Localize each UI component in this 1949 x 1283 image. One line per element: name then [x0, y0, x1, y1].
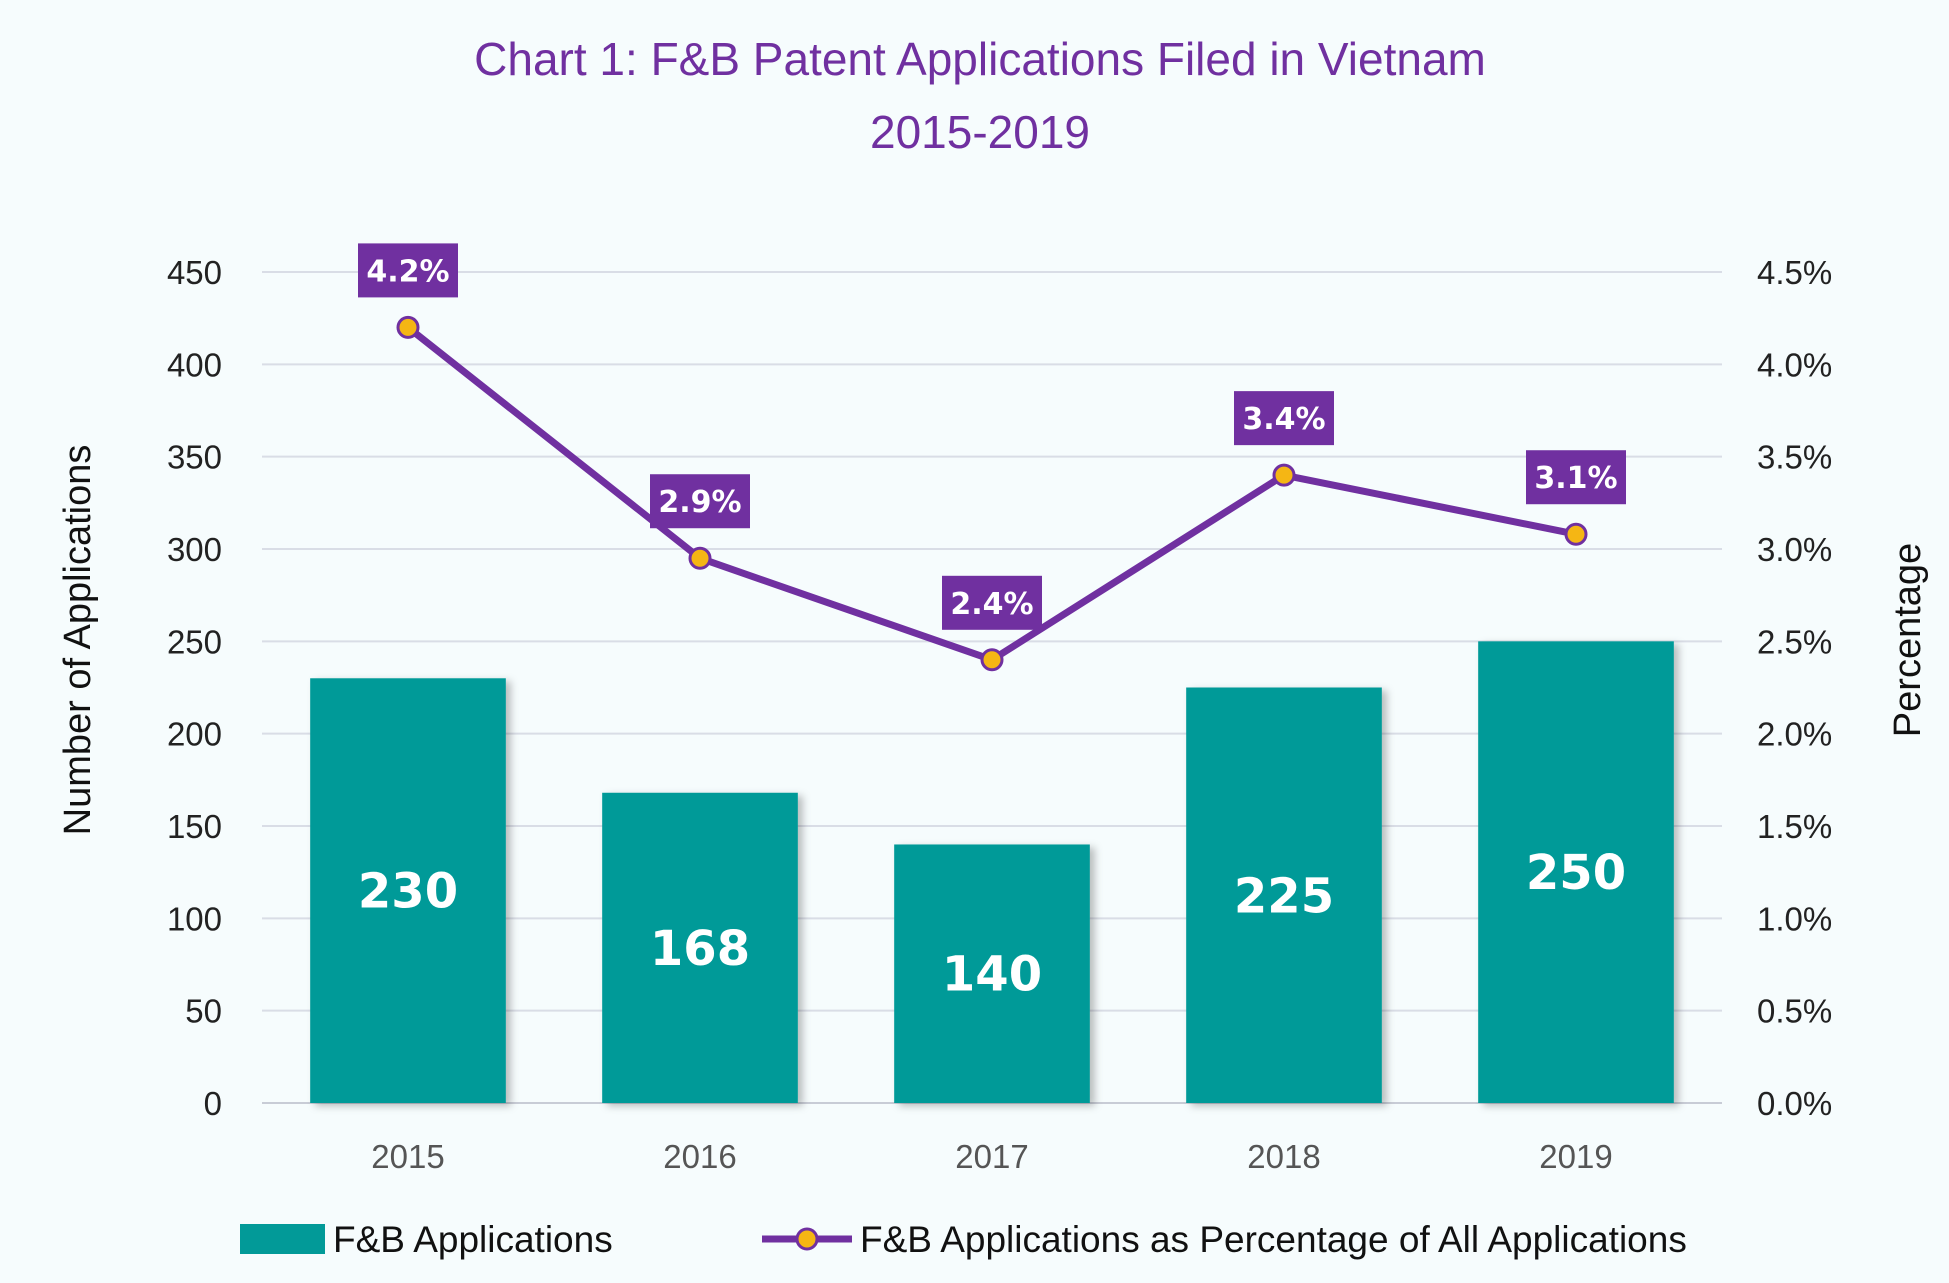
y-tick-label: 200 [167, 716, 222, 753]
y2-axis-label: Percentage [1887, 543, 1929, 737]
x-tick-label: 2016 [663, 1138, 736, 1175]
percent-label-box [358, 243, 458, 298]
y2-tick-label: 2.0% [1757, 716, 1832, 753]
percent-label-box [650, 474, 750, 529]
bar [894, 844, 1090, 1103]
bar [310, 678, 506, 1103]
y2-tick-label: 4.5% [1757, 254, 1832, 291]
right-axis-ticks: 0.0% 0.5% 1.0% 1.5% 2.0% 2.5% 3.0% 3.5% 4.0% 4.5% [1757, 254, 1832, 1122]
x-tick-label: 2019 [1539, 1138, 1612, 1175]
x-axis-ticks: 2015 2016 2017 2018 2019 [371, 1138, 1612, 1175]
bar-data-label: 250 [1526, 845, 1626, 901]
y2-tick-label: 0.0% [1757, 1085, 1832, 1122]
line-marker [688, 546, 712, 570]
y2-tick-label: 3.0% [1757, 531, 1832, 568]
bar-data-label: 140 [942, 947, 1042, 1003]
left-axis-ticks: 0 50 100 150 200 250 300 350 400 450 [167, 254, 222, 1122]
percent-label-box [1234, 391, 1334, 446]
chart-title: Chart 1: F&B Patent Applications Filed i… [474, 33, 1486, 85]
percent-data-label: 4.2% [366, 254, 449, 289]
bar [1478, 641, 1674, 1103]
y-tick-label: 150 [167, 808, 222, 845]
y-tick-label: 300 [167, 531, 222, 568]
legend-line-label: F&B Applications as Percentage of All Ap… [860, 1219, 1687, 1260]
line-marker [1564, 522, 1588, 546]
y-tick-label: 350 [167, 439, 222, 476]
percent-data-label: 3.4% [1242, 402, 1325, 437]
line-marker [1272, 463, 1296, 487]
y-tick-label: 50 [185, 993, 222, 1030]
x-tick-label: 2017 [955, 1138, 1028, 1175]
y2-tick-label: 0.5% [1757, 993, 1832, 1030]
bar-data-label: 168 [650, 921, 750, 977]
y2-tick-label: 1.5% [1757, 808, 1832, 845]
line-series: 4.2% 2.9% 2.4% 3.4% 3.1% [358, 243, 1626, 672]
legend-line-marker [795, 1227, 819, 1251]
y-axis-label: Number of Applications [57, 445, 99, 836]
y2-tick-label: 2.5% [1757, 623, 1832, 660]
line-marker [396, 315, 420, 339]
x-tick-label: 2018 [1247, 1138, 1320, 1175]
bar-data-label: 230 [358, 864, 458, 920]
y-tick-label: 250 [167, 623, 222, 660]
y-tick-label: 450 [167, 254, 222, 291]
bar [1186, 687, 1382, 1103]
bar-data-label: 225 [1234, 868, 1334, 924]
y-tick-label: 100 [167, 900, 222, 937]
legend: F&B Applications F&B Applications as Per… [240, 1219, 1687, 1260]
percent-data-label: 2.9% [658, 485, 741, 520]
x-tick-label: 2015 [371, 1138, 444, 1175]
bar [602, 792, 798, 1103]
percent-data-label: 3.1% [1534, 461, 1617, 496]
percent-label-box [942, 575, 1042, 630]
percent-data-label: 2.4% [950, 587, 1033, 622]
legend-bar-label: F&B Applications [333, 1219, 613, 1260]
line-marker [980, 648, 1004, 672]
bars-series: 230 168 140 225 250 [310, 641, 1674, 1103]
chart-subtitle: 2015-2019 [870, 106, 1090, 158]
y-tick-label: 400 [167, 346, 222, 383]
percent-label-box [1526, 450, 1626, 505]
y2-tick-label: 3.5% [1757, 439, 1832, 476]
y2-tick-label: 1.0% [1757, 900, 1832, 937]
y-tick-label: 0 [204, 1085, 222, 1122]
legend-bar-swatch [240, 1224, 325, 1254]
y2-tick-label: 4.0% [1757, 346, 1832, 383]
